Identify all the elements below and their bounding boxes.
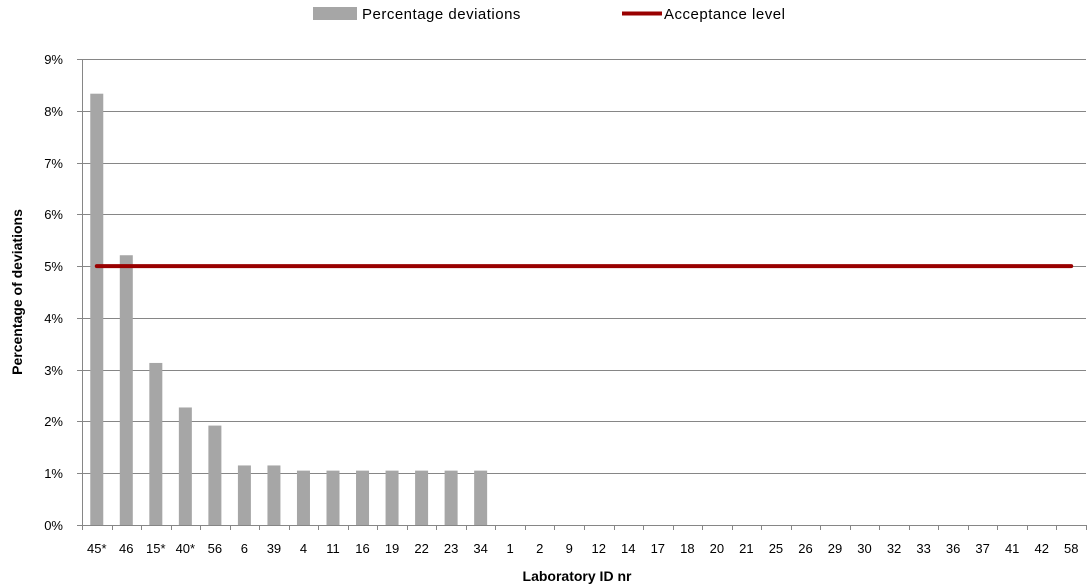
x-tick-label-20: 20 <box>710 541 724 556</box>
x-tick-label-21: 21 <box>739 541 753 556</box>
x-axis-title: Laboratory ID nr <box>523 568 632 584</box>
x-tick-label-46: 46 <box>119 541 133 556</box>
y-axis-title: Percentage of deviations <box>9 209 25 375</box>
legend-label-percentage-deviations: Percentage deviations <box>362 6 521 23</box>
bar-series <box>90 93 488 526</box>
bar-23 <box>444 470 458 525</box>
bar-34 <box>474 470 488 525</box>
x-tick-label-33: 33 <box>916 541 930 556</box>
bar-11 <box>326 470 340 525</box>
x-tick-label-18: 18 <box>680 541 694 556</box>
bar-46 <box>119 255 133 525</box>
x-tick-label-2: 2 <box>536 541 543 556</box>
legend: Percentage deviations Acceptance level <box>313 6 785 23</box>
x-tick-label-30: 30 <box>857 541 871 556</box>
bar-15-star <box>149 362 163 525</box>
x-tick-label-39: 39 <box>267 541 281 556</box>
x-tick-label-23: 23 <box>444 541 458 556</box>
y-tick-label: 9% <box>44 52 63 67</box>
bar-16 <box>356 470 370 525</box>
x-tick-label-32: 32 <box>887 541 901 556</box>
x-tick-labels: 45* 46 15* 40* 56 6 39 4 11 16 19 22 23 34 1 2 9 12 14 17 18… <box>87 541 1078 556</box>
bar-19 <box>385 470 399 525</box>
bar-4 <box>296 470 310 525</box>
x-tick-label-16: 16 <box>355 541 369 556</box>
y-tick-label: 2% <box>44 414 63 429</box>
x-tick-label-9: 9 <box>566 541 573 556</box>
y-tick-label: 5% <box>44 259 63 274</box>
bar-22 <box>415 470 429 525</box>
x-tick-label-17: 17 <box>651 541 665 556</box>
x-tick-label-41: 41 <box>1005 541 1019 556</box>
bar-6 <box>237 465 251 525</box>
x-tick-label-42: 42 <box>1034 541 1048 556</box>
y-tick-labels: 0% 1% 2% 3% 4% 5% 6% 7% 8% 9% <box>44 52 63 533</box>
y-tick-label: 6% <box>44 207 63 222</box>
y-tick-label: 3% <box>44 363 63 378</box>
x-tick-label-6: 6 <box>241 541 248 556</box>
y-tick-label: 8% <box>44 104 63 119</box>
y-tick-label: 7% <box>44 156 63 171</box>
y-tick-label: 1% <box>44 466 63 481</box>
bar-56 <box>208 425 222 525</box>
x-tick-label-29: 29 <box>828 541 842 556</box>
x-tick-label-45-star: 45* <box>87 541 107 556</box>
axes <box>77 59 1087 530</box>
x-tick-label-36: 36 <box>946 541 960 556</box>
x-tick-label-12: 12 <box>592 541 606 556</box>
y-tick-label: 4% <box>44 311 63 326</box>
bar-45-star <box>90 93 104 526</box>
bar-39 <box>267 465 281 525</box>
x-tick-label-25: 25 <box>769 541 783 556</box>
legend-label-acceptance-level: Acceptance level <box>664 6 785 23</box>
x-tick-label-34: 34 <box>473 541 487 556</box>
legend-swatch-percentage-deviations <box>313 7 357 20</box>
x-tick-label-15-star: 15* <box>146 541 166 556</box>
x-tick-label-26: 26 <box>798 541 812 556</box>
x-tick-label-14: 14 <box>621 541 635 556</box>
x-tick-label-19: 19 <box>385 541 399 556</box>
x-tick-label-11: 11 <box>326 541 340 556</box>
x-tick-label-4: 4 <box>300 541 307 556</box>
x-tick-label-1: 1 <box>507 541 514 556</box>
x-tick-label-40-star: 40* <box>176 541 196 556</box>
x-tick-label-37: 37 <box>975 541 989 556</box>
y-tick-label: 0% <box>44 518 63 533</box>
x-tick-label-58: 58 <box>1064 541 1078 556</box>
x-tick-label-22: 22 <box>414 541 428 556</box>
x-tick-label-56: 56 <box>208 541 222 556</box>
bar-40-star <box>178 407 192 525</box>
